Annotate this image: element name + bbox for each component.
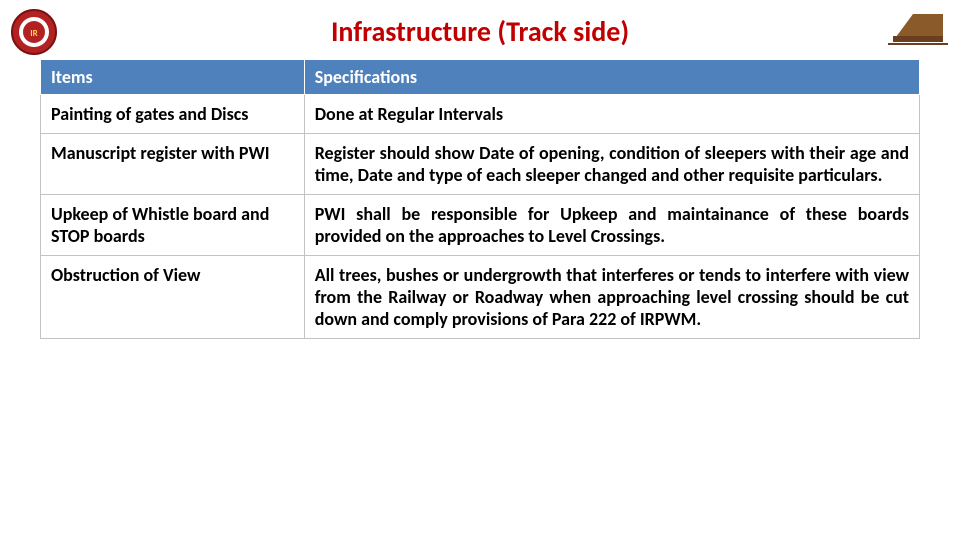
cell-spec: PWI shall be responsible for Upkeep and … — [304, 195, 919, 256]
table-header-row: Items Specifications — [41, 60, 920, 95]
cell-spec: Register should show Date of opening, co… — [304, 134, 919, 195]
table-row: Obstruction of View All trees, bushes or… — [41, 256, 920, 339]
cell-item: Obstruction of View — [41, 256, 305, 339]
table-row: Upkeep of Whistle board and STOP boards … — [41, 195, 920, 256]
cell-spec: Done at Regular Intervals — [304, 95, 919, 134]
cell-item: Painting of gates and Discs — [41, 95, 305, 134]
cell-spec: All trees, bushes or undergrowth that in… — [304, 256, 919, 339]
table-row: Manuscript register with PWI Register sh… — [41, 134, 920, 195]
col-header-spec: Specifications — [304, 60, 919, 95]
spec-table: Items Specifications Painting of gates a… — [40, 59, 920, 339]
railway-building-logo-icon — [888, 6, 948, 48]
col-header-items: Items — [41, 60, 305, 95]
spec-table-container: Items Specifications Painting of gates a… — [40, 59, 920, 339]
svg-text:IR: IR — [30, 28, 37, 39]
indian-railways-logo-icon: IR — [10, 8, 58, 56]
table-row: Painting of gates and Discs Done at Regu… — [41, 95, 920, 134]
slide-title: Infrastructure (Track side) — [0, 0, 960, 59]
cell-item: Manuscript register with PWI — [41, 134, 305, 195]
cell-item: Upkeep of Whistle board and STOP boards — [41, 195, 305, 256]
